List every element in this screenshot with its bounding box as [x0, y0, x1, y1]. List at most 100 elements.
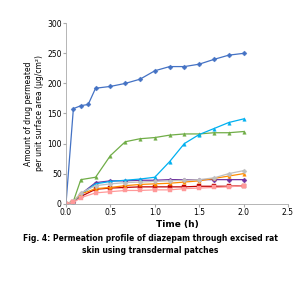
HCM4 — [94, 181, 98, 184]
P4 — [197, 186, 201, 190]
P8 — [109, 186, 112, 189]
HC3 — [197, 184, 201, 188]
HM — [227, 131, 231, 134]
Line: HCM3: HCM3 — [64, 117, 245, 205]
Line: HC3: HC3 — [64, 184, 245, 205]
HC3 — [168, 185, 171, 189]
HC4 — [64, 202, 68, 205]
HC3 — [123, 186, 127, 189]
HM — [212, 131, 216, 134]
X-axis label: Time (h): Time (h) — [156, 220, 198, 229]
HCM3 — [138, 177, 142, 181]
Line: P4: P4 — [64, 184, 245, 205]
P8 — [212, 177, 216, 180]
HC3 — [94, 187, 98, 191]
P6 — [94, 184, 98, 187]
HC4 — [72, 107, 75, 110]
HCM3 — [168, 160, 171, 163]
HM — [138, 137, 142, 141]
HC4 — [242, 52, 245, 55]
P8 — [227, 174, 231, 178]
HCM4 — [123, 179, 127, 182]
P4 — [72, 201, 75, 204]
Y-axis label: Amount of drug permeated
per unit surface area (μg/cm²): Amount of drug permeated per unit surfac… — [24, 56, 44, 171]
P4 — [183, 187, 186, 190]
HM — [183, 132, 186, 136]
HCM4 — [183, 178, 186, 181]
P8 — [72, 200, 75, 203]
P6 — [138, 180, 142, 184]
Line: P6: P6 — [64, 169, 245, 205]
HC3 — [153, 185, 157, 189]
HM — [72, 200, 75, 203]
HCM3 — [212, 127, 216, 130]
P6 — [153, 180, 157, 183]
HCM3 — [79, 193, 83, 196]
HCM3 — [153, 175, 157, 179]
P6 — [109, 182, 112, 186]
HC3 — [72, 200, 75, 204]
HCM3 — [109, 180, 112, 183]
P4 — [94, 191, 98, 195]
P4 — [79, 196, 83, 199]
P4 — [64, 202, 68, 205]
HC4 — [153, 69, 157, 72]
HCM3 — [94, 182, 98, 186]
P8 — [153, 182, 157, 186]
P6 — [242, 169, 245, 172]
HM — [197, 132, 201, 136]
HCM3 — [123, 178, 127, 182]
P4 — [123, 189, 127, 192]
HC4 — [94, 86, 98, 90]
P8 — [168, 182, 171, 185]
P4 — [227, 185, 231, 189]
P8 — [183, 180, 186, 184]
HC3 — [64, 202, 68, 205]
P6 — [227, 172, 231, 175]
HC4 — [197, 63, 201, 66]
Line: HM: HM — [64, 130, 245, 205]
HM — [79, 178, 83, 181]
P8 — [94, 187, 98, 190]
HM — [242, 130, 245, 133]
P4 — [109, 190, 112, 194]
HCM3 — [64, 202, 68, 205]
HC4 — [212, 58, 216, 61]
Line: HCM4: HCM4 — [64, 178, 245, 205]
HM — [123, 140, 127, 143]
HM — [153, 136, 157, 139]
HCM4 — [64, 202, 68, 205]
HC3 — [138, 185, 142, 189]
HC4 — [227, 54, 231, 57]
HCM3 — [183, 142, 186, 145]
HC3 — [242, 184, 245, 187]
HCM4 — [79, 192, 83, 196]
HCM3 — [197, 133, 201, 136]
P8 — [123, 184, 127, 187]
P8 — [79, 192, 83, 196]
P6 — [64, 202, 68, 205]
HC4 — [123, 82, 127, 85]
HCM4 — [197, 178, 201, 181]
P8 — [197, 179, 201, 182]
HCM3 — [72, 200, 75, 204]
HM — [168, 133, 171, 137]
HC3 — [79, 195, 83, 198]
P4 — [212, 186, 216, 189]
HCM4 — [153, 178, 157, 182]
HCM4 — [72, 200, 75, 204]
HCM4 — [212, 178, 216, 181]
P6 — [79, 191, 83, 195]
P6 — [212, 176, 216, 180]
HM — [109, 154, 112, 157]
HCM4 — [168, 178, 171, 181]
P8 — [242, 172, 245, 175]
HC4 — [86, 103, 90, 106]
P6 — [197, 178, 201, 181]
HC3 — [109, 186, 112, 190]
HC3 — [227, 184, 231, 188]
HCM3 — [242, 117, 245, 121]
P8 — [64, 202, 68, 205]
HC4 — [183, 65, 186, 68]
HM — [94, 175, 98, 179]
